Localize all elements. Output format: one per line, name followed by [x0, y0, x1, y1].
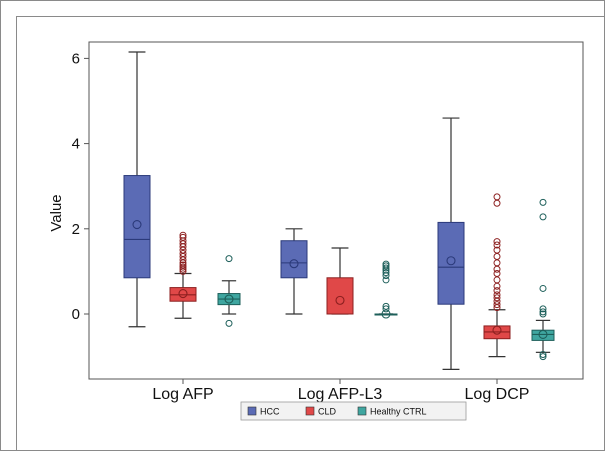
box-healthy-ctrl-log-dcp	[531, 198, 555, 361]
box-hcc-log-dcp	[437, 117, 465, 370]
category-axis: Log AFP Log AFP-L3 Log DCP	[152, 379, 529, 403]
outlier-point	[493, 291, 501, 299]
iqr-box	[280, 240, 308, 279]
y-axis-title: Value	[48, 194, 65, 231]
box-hcc-log-afp	[123, 51, 151, 328]
category-label: Log AFP	[152, 386, 213, 403]
outlier-point	[225, 255, 233, 263]
outlier-point	[493, 246, 501, 254]
outlier-point	[493, 270, 501, 278]
outlier-point	[493, 199, 501, 207]
mean-marker	[335, 295, 345, 305]
y-tick-label: 6	[72, 50, 80, 67]
mean-marker	[446, 256, 456, 266]
iqr-box	[437, 221, 465, 305]
legend: HCC CLD Healthy CTRL	[240, 401, 467, 421]
outlier-point	[382, 276, 390, 284]
outlier-point	[493, 265, 501, 273]
outlier-point	[493, 301, 501, 309]
outlier-point	[382, 260, 390, 268]
outlier-point	[493, 241, 501, 249]
outlier-point	[382, 302, 390, 310]
outlier-point	[493, 259, 501, 267]
outlier-point	[382, 305, 390, 313]
legend-swatch-healthy-ctrl	[357, 406, 367, 416]
legend-swatch-cld	[305, 406, 315, 416]
box-cld-log-dcp	[483, 193, 511, 358]
plot-area	[88, 41, 584, 380]
legend-swatch-hcc	[247, 406, 257, 416]
box-series	[123, 51, 555, 370]
mean-marker	[492, 325, 502, 335]
outlier-point	[493, 294, 501, 302]
outlier-point	[539, 310, 547, 318]
outlier-point	[539, 353, 547, 361]
legend-box	[240, 401, 467, 421]
box-hcc-log-afp-l3	[280, 228, 308, 315]
y-tick-label: 4	[72, 136, 80, 153]
box-cld-log-afp	[169, 231, 197, 319]
outlier-point	[179, 233, 187, 241]
legend-label-healthy-ctrl: Healthy CTRL	[370, 407, 427, 417]
outlier-point	[539, 308, 547, 316]
outlier-point	[225, 319, 233, 327]
iqr-box	[123, 175, 151, 279]
outlier-point	[493, 287, 501, 295]
figure-inner-frame	[16, 16, 604, 450]
outlier-point	[539, 284, 547, 292]
outlier-point	[493, 252, 501, 260]
outlier-point	[493, 282, 501, 290]
outlier-point	[179, 250, 187, 258]
outlier-point	[493, 238, 501, 246]
mean-marker	[224, 294, 234, 304]
outlier-point	[539, 198, 547, 206]
y-tick-label: 0	[72, 306, 80, 323]
legend-label-hcc: HCC	[260, 407, 280, 417]
category-label: Log DCP	[465, 386, 530, 403]
mean-marker	[538, 329, 548, 339]
y-tick-label: 2	[72, 221, 80, 238]
outlier-point	[179, 263, 187, 271]
mean-marker	[289, 259, 299, 269]
box-healthy-ctrl-log-afp-l3	[374, 260, 398, 319]
outlier-point	[179, 231, 187, 239]
mean-marker	[178, 289, 188, 299]
outlier-point	[382, 264, 390, 272]
legend-label-cld: CLD	[318, 407, 337, 417]
box-cld-log-afp-l3	[326, 247, 354, 315]
mean-marker	[381, 309, 391, 319]
y-axis: 0 2 4 6	[72, 50, 89, 323]
outlier-point	[539, 350, 547, 358]
outlier-point	[493, 276, 501, 284]
category-label: Log AFP-L3	[298, 386, 383, 403]
outlier-point	[539, 305, 547, 313]
mean-marker	[132, 219, 142, 230]
outlier-point	[179, 261, 187, 269]
outlier-point	[382, 269, 390, 277]
outlier-point	[539, 213, 547, 221]
box-healthy-ctrl-log-afp	[217, 255, 241, 327]
outlier-point	[493, 193, 501, 201]
